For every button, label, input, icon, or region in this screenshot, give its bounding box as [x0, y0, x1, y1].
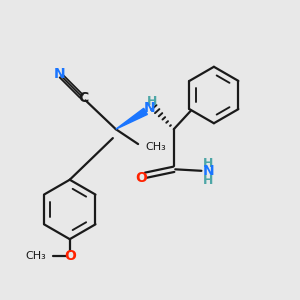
Text: N: N	[144, 101, 156, 116]
Text: H: H	[147, 95, 157, 108]
Polygon shape	[116, 108, 147, 129]
Text: O: O	[64, 248, 76, 262]
Text: N: N	[203, 164, 215, 178]
Text: H: H	[203, 158, 213, 170]
Text: CH₃: CH₃	[25, 250, 46, 260]
Text: N: N	[53, 67, 65, 81]
Text: H: H	[203, 174, 213, 187]
Text: C: C	[78, 91, 88, 105]
Text: CH₃: CH₃	[146, 142, 166, 152]
Text: O: O	[135, 171, 147, 185]
